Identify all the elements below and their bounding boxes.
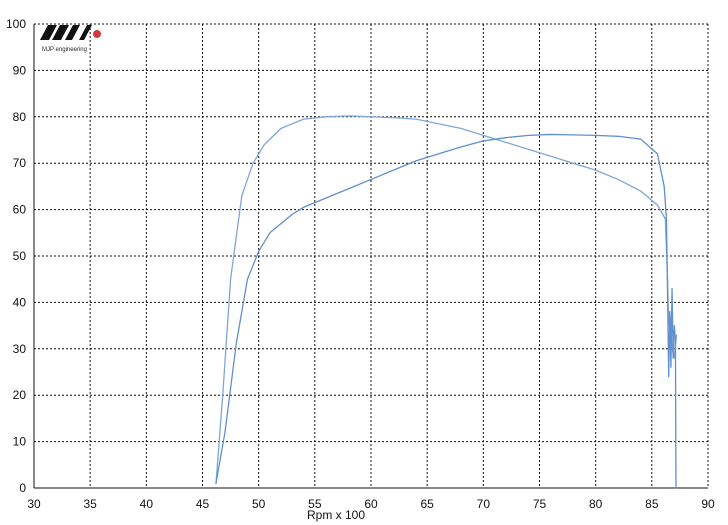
logo-bar-4 [79, 25, 92, 40]
x-tick-label: 35 [83, 497, 97, 511]
y-tick-label: 90 [13, 63, 27, 77]
logo-dot [93, 30, 101, 38]
y-tick-label: 0 [19, 481, 26, 495]
series-line-1 [215, 115, 678, 485]
logo: MJP engineering [40, 25, 101, 53]
x-tick-label: 65 [420, 497, 434, 511]
y-tick-label: 30 [13, 342, 27, 356]
label-layer: 30 35 40 45 50 55 60 65 70 75 80 85 90 0 10 20 30 40 50 60 7… [6, 17, 715, 511]
x-tick-label: 30 [27, 497, 41, 511]
y-tick-label: 40 [13, 295, 27, 309]
y-tick-label: 70 [13, 156, 27, 170]
y-tick-label: 80 [13, 110, 27, 124]
x-tick-label: 90 [701, 497, 715, 511]
series-line-2 [215, 133, 677, 489]
y-tick-label: 100 [6, 17, 26, 31]
grid-layer [33, 23, 709, 489]
y-tick-label: 60 [13, 203, 27, 217]
x-tick-label: 45 [196, 497, 210, 511]
logo-bar-3 [65, 25, 80, 40]
x-tick-label: 40 [140, 497, 154, 511]
x-tick-label: 55 [308, 497, 322, 511]
series-layer [215, 115, 678, 489]
x-tick-label: 70 [477, 497, 491, 511]
logo-text: MJP engineering [42, 47, 87, 53]
axis-layer [33, 24, 708, 489]
logo-bar-1 [40, 25, 57, 40]
x-tick-label: 60 [364, 497, 378, 511]
logo-bar-2 [52, 25, 69, 40]
y-tick-label: 10 [13, 435, 27, 449]
x-tick-label: 80 [589, 497, 603, 511]
x-tick-label: 85 [645, 497, 659, 511]
y-tick-label: 20 [13, 388, 27, 402]
y-tick-label: 50 [13, 249, 27, 263]
x-tick-label: 75 [533, 497, 547, 511]
x-axis-title: Rpm x 100 [307, 508, 365, 522]
x-tick-label: 50 [252, 497, 266, 511]
